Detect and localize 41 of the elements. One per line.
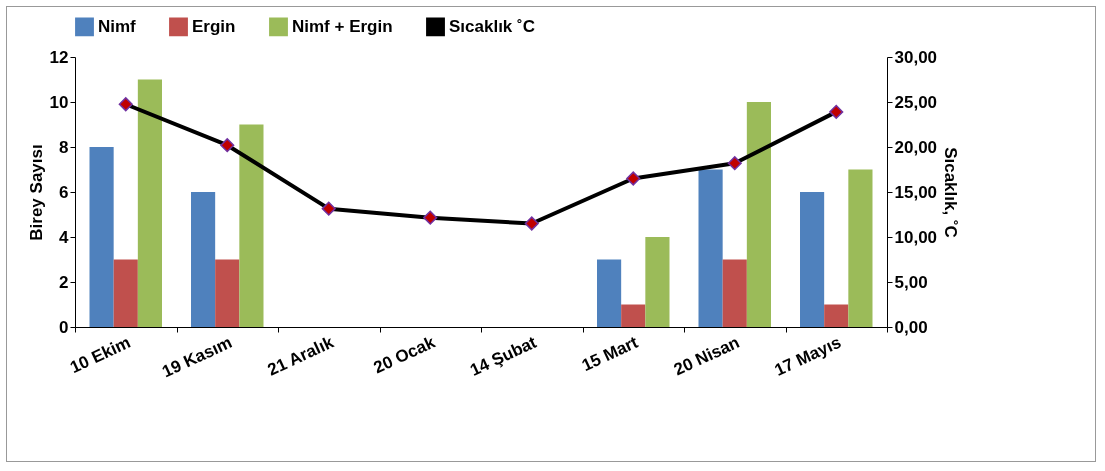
- bar: [621, 304, 646, 327]
- x-tick-label: 19 Kasım: [159, 332, 235, 382]
- bar: [215, 259, 240, 327]
- y-tick-label: 10: [49, 92, 69, 112]
- bar: [137, 79, 162, 327]
- legend-label: Ergin: [192, 16, 236, 36]
- legend-label: Sıcaklık ˚C: [449, 16, 535, 36]
- bar: [89, 147, 114, 327]
- y-tick-label: 12: [49, 47, 69, 67]
- bar: [824, 304, 849, 327]
- x-tick-label: 15 Mart: [578, 332, 642, 376]
- y-axis-title: Birey Sayısı: [26, 144, 46, 241]
- legend-label: Nimf + Ergin: [292, 16, 393, 36]
- bar: [698, 169, 723, 327]
- y-tick-label: 2: [59, 272, 69, 292]
- y2-tick-label: 10,00: [894, 227, 938, 247]
- y2-tick-label: 15,00: [894, 182, 938, 202]
- x-tick-label: 17 Mayıs: [771, 332, 844, 380]
- y2-tick-label: 25,00: [894, 92, 938, 112]
- y-tick-label: 8: [59, 137, 69, 157]
- y-tick-label: 0: [59, 317, 69, 337]
- y2-tick-label: 0,00: [894, 317, 928, 337]
- x-tick-label: 10 Ekim: [67, 332, 134, 378]
- x-tick-label: 20 Nisan: [671, 332, 743, 380]
- y-tick-label: 6: [59, 182, 69, 202]
- legend-label: Nimf: [98, 16, 137, 36]
- bar: [645, 237, 670, 327]
- x-tick-label: 20 Ocak: [370, 332, 439, 378]
- y2-tick-label: 5,00: [894, 272, 928, 292]
- bar: [239, 124, 264, 327]
- bar: [746, 102, 771, 327]
- y2-tick-label: 20,00: [894, 137, 938, 157]
- bar: [722, 259, 747, 327]
- bar: [191, 192, 216, 327]
- bar: [113, 259, 138, 327]
- bar: [597, 259, 622, 327]
- y2-tick-label: 30,00: [894, 47, 938, 67]
- bar: [848, 169, 873, 327]
- bar: [800, 192, 825, 327]
- y-tick-label: 4: [59, 227, 70, 247]
- y2-axis-title: Sıcaklık, ˚C: [941, 147, 961, 238]
